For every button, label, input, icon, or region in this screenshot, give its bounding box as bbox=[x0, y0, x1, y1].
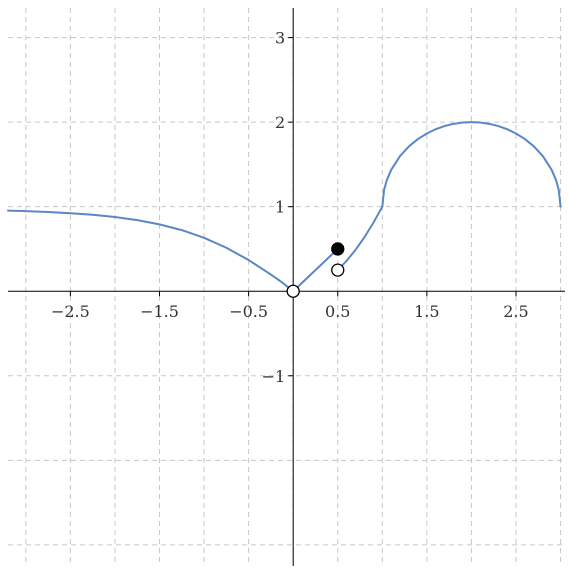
x-tick-label: −1.5 bbox=[140, 302, 179, 321]
curve-piece bbox=[381, 121, 562, 208]
x-tick-label: −0.5 bbox=[229, 302, 268, 321]
curve-piece bbox=[336, 205, 384, 272]
x-tick-label: 1.5 bbox=[414, 302, 439, 321]
tick-marks bbox=[69, 37, 517, 377]
x-tick-label: −2.5 bbox=[51, 302, 90, 321]
open-point-marker bbox=[331, 263, 345, 277]
y-tick-label: 3 bbox=[275, 29, 285, 48]
x-tick-label: 0.5 bbox=[325, 302, 350, 321]
y-tick-label: 1 bbox=[275, 198, 285, 217]
x-tick-label: 2.5 bbox=[503, 302, 528, 321]
curve-piece bbox=[292, 247, 339, 293]
open-point-marker bbox=[286, 284, 300, 298]
y-tick-label: 2 bbox=[275, 113, 285, 132]
tick-labels: −2.5 −1.5 −0.5 0.5 1.5 2.5 3 2 1 −1 bbox=[51, 29, 529, 386]
curve-pieces bbox=[7, 121, 562, 293]
y-tick-label: −1 bbox=[262, 367, 286, 386]
curve-piece bbox=[7, 209, 295, 293]
filled-point-marker bbox=[331, 242, 345, 256]
endpoint-markers bbox=[286, 242, 345, 298]
